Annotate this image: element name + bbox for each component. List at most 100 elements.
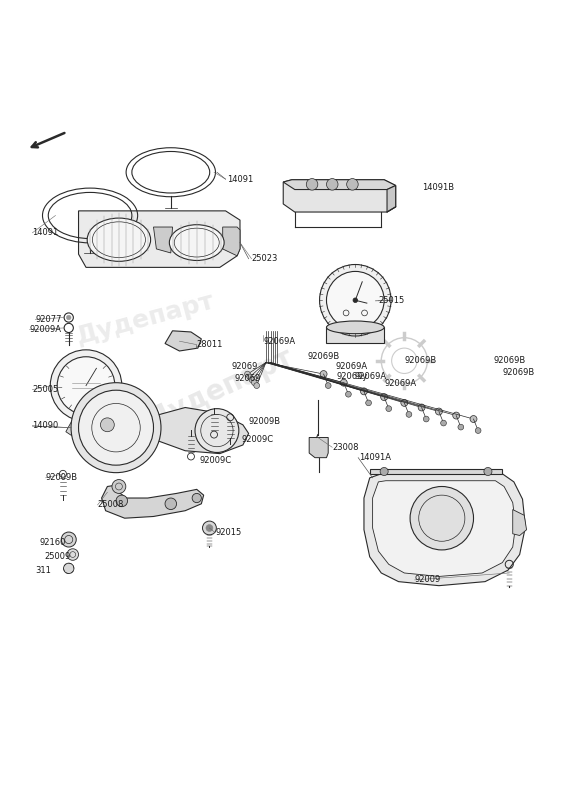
Circle shape <box>410 486 473 550</box>
Circle shape <box>381 394 388 401</box>
Text: 92009: 92009 <box>414 575 441 585</box>
Circle shape <box>165 498 176 510</box>
Circle shape <box>79 390 154 465</box>
Text: 92077: 92077 <box>35 314 62 324</box>
Circle shape <box>366 400 372 406</box>
Text: Дудепарт: Дудепарт <box>142 342 297 434</box>
Circle shape <box>423 416 429 422</box>
Circle shape <box>470 415 477 422</box>
Circle shape <box>202 521 216 535</box>
Circle shape <box>195 409 239 453</box>
Text: 92069A: 92069A <box>335 362 367 371</box>
Circle shape <box>57 357 115 414</box>
Polygon shape <box>66 422 98 438</box>
Circle shape <box>340 379 347 386</box>
Circle shape <box>475 428 481 434</box>
Text: 25009: 25009 <box>44 552 70 562</box>
Circle shape <box>401 399 408 406</box>
Circle shape <box>320 370 327 378</box>
Text: 92069A: 92069A <box>263 337 295 346</box>
Polygon shape <box>154 227 172 253</box>
Polygon shape <box>283 180 396 212</box>
Circle shape <box>484 467 492 475</box>
Ellipse shape <box>169 225 224 261</box>
Text: 25005: 25005 <box>32 385 58 394</box>
Text: 23008: 23008 <box>332 442 359 452</box>
Text: 28011: 28011 <box>197 340 223 349</box>
Text: 92069A: 92069A <box>355 373 387 382</box>
Circle shape <box>440 420 446 426</box>
Text: 92160: 92160 <box>40 538 66 547</box>
Circle shape <box>325 382 331 389</box>
Circle shape <box>206 525 213 531</box>
Circle shape <box>244 371 250 377</box>
Circle shape <box>247 374 253 380</box>
Text: 14091B: 14091B <box>421 183 454 192</box>
Text: 92069B: 92069B <box>405 356 436 366</box>
Circle shape <box>251 380 257 386</box>
Polygon shape <box>387 186 396 212</box>
Circle shape <box>380 467 388 475</box>
Polygon shape <box>373 481 516 577</box>
Text: 92069B: 92069B <box>494 356 526 366</box>
Text: 14091A: 14091A <box>360 453 391 462</box>
Polygon shape <box>154 407 249 454</box>
Ellipse shape <box>327 321 384 334</box>
Text: 92069: 92069 <box>234 374 261 382</box>
Polygon shape <box>165 331 201 351</box>
Text: 92069B: 92069B <box>502 368 535 377</box>
Text: 92015: 92015 <box>215 528 242 537</box>
Circle shape <box>453 412 460 419</box>
Polygon shape <box>364 474 525 586</box>
Polygon shape <box>223 227 240 256</box>
Circle shape <box>306 178 318 190</box>
Text: 92009C: 92009C <box>242 434 274 444</box>
Text: 14090: 14090 <box>32 422 58 430</box>
Text: 92069y: 92069y <box>337 373 368 382</box>
Text: 25015: 25015 <box>379 296 405 306</box>
Polygon shape <box>309 438 328 458</box>
Circle shape <box>64 563 74 574</box>
Circle shape <box>67 549 79 560</box>
Text: 14091: 14091 <box>32 228 58 238</box>
Polygon shape <box>102 486 203 518</box>
Circle shape <box>61 532 76 547</box>
Polygon shape <box>370 469 502 474</box>
Circle shape <box>116 495 128 506</box>
Text: 92009B: 92009B <box>249 418 281 426</box>
Text: 14091: 14091 <box>227 174 254 184</box>
Circle shape <box>254 382 260 389</box>
Polygon shape <box>327 327 384 343</box>
Polygon shape <box>513 510 527 535</box>
Text: 311: 311 <box>35 566 51 574</box>
Circle shape <box>386 406 392 411</box>
Circle shape <box>112 479 126 494</box>
Polygon shape <box>79 211 240 267</box>
Circle shape <box>327 271 384 329</box>
Text: 92009A: 92009A <box>29 325 61 334</box>
Text: 25023: 25023 <box>251 254 278 263</box>
Circle shape <box>327 178 338 190</box>
Circle shape <box>66 315 71 320</box>
Circle shape <box>71 382 161 473</box>
Ellipse shape <box>87 218 151 262</box>
Text: 92069A: 92069A <box>384 379 416 388</box>
Circle shape <box>192 494 201 502</box>
Circle shape <box>435 408 442 415</box>
Circle shape <box>346 391 351 397</box>
Text: Дудепарт: Дудепарт <box>73 290 217 350</box>
Circle shape <box>361 388 368 395</box>
Circle shape <box>320 265 391 336</box>
Circle shape <box>249 377 255 382</box>
Text: 25008: 25008 <box>98 501 124 510</box>
Circle shape <box>353 298 358 302</box>
Text: 92069B: 92069B <box>307 352 340 361</box>
Text: 92009C: 92009C <box>199 456 232 465</box>
Text: 92009B: 92009B <box>46 474 78 482</box>
Circle shape <box>101 418 114 432</box>
Circle shape <box>418 404 425 411</box>
Text: 92069: 92069 <box>231 362 258 371</box>
Circle shape <box>406 411 412 418</box>
Circle shape <box>347 178 358 190</box>
Circle shape <box>50 350 122 422</box>
